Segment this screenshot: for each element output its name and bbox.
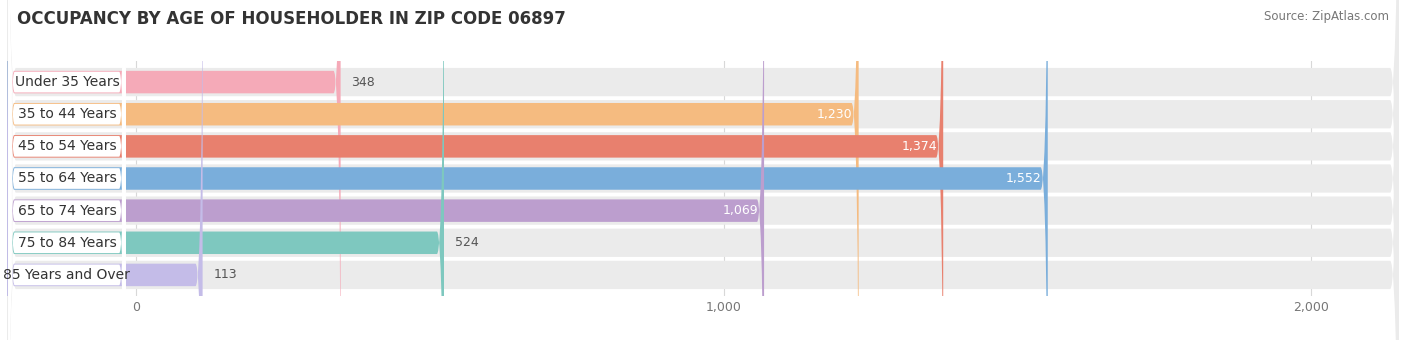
Text: 524: 524 <box>454 236 478 249</box>
Text: 35 to 44 Years: 35 to 44 Years <box>18 107 117 121</box>
FancyBboxPatch shape <box>8 0 125 340</box>
Text: Under 35 Years: Under 35 Years <box>14 75 120 89</box>
FancyBboxPatch shape <box>7 0 340 340</box>
FancyBboxPatch shape <box>7 0 1399 340</box>
Text: 1,069: 1,069 <box>723 204 758 217</box>
Text: 75 to 84 Years: 75 to 84 Years <box>17 236 117 250</box>
FancyBboxPatch shape <box>7 0 1399 340</box>
FancyBboxPatch shape <box>7 0 1399 340</box>
Text: 1,374: 1,374 <box>901 140 938 153</box>
Text: 1,552: 1,552 <box>1007 172 1042 185</box>
FancyBboxPatch shape <box>8 0 125 340</box>
Text: Source: ZipAtlas.com: Source: ZipAtlas.com <box>1264 10 1389 23</box>
Text: 113: 113 <box>214 268 236 282</box>
FancyBboxPatch shape <box>8 0 125 340</box>
FancyBboxPatch shape <box>8 0 125 340</box>
FancyBboxPatch shape <box>8 0 125 340</box>
FancyBboxPatch shape <box>7 0 1399 340</box>
FancyBboxPatch shape <box>7 0 763 340</box>
Text: 85 Years and Over: 85 Years and Over <box>3 268 131 282</box>
FancyBboxPatch shape <box>8 0 125 340</box>
FancyBboxPatch shape <box>7 0 943 340</box>
FancyBboxPatch shape <box>7 0 1399 340</box>
FancyBboxPatch shape <box>7 0 1399 340</box>
Text: 45 to 54 Years: 45 to 54 Years <box>18 139 117 153</box>
FancyBboxPatch shape <box>7 0 202 340</box>
Text: OCCUPANCY BY AGE OF HOUSEHOLDER IN ZIP CODE 06897: OCCUPANCY BY AGE OF HOUSEHOLDER IN ZIP C… <box>17 10 565 28</box>
Text: 348: 348 <box>352 75 375 89</box>
Text: 55 to 64 Years: 55 to 64 Years <box>17 171 117 186</box>
FancyBboxPatch shape <box>7 0 859 340</box>
Text: 65 to 74 Years: 65 to 74 Years <box>17 204 117 218</box>
Text: 1,230: 1,230 <box>817 108 853 121</box>
FancyBboxPatch shape <box>7 0 1047 340</box>
FancyBboxPatch shape <box>8 0 125 340</box>
FancyBboxPatch shape <box>7 0 444 340</box>
FancyBboxPatch shape <box>7 0 1399 340</box>
